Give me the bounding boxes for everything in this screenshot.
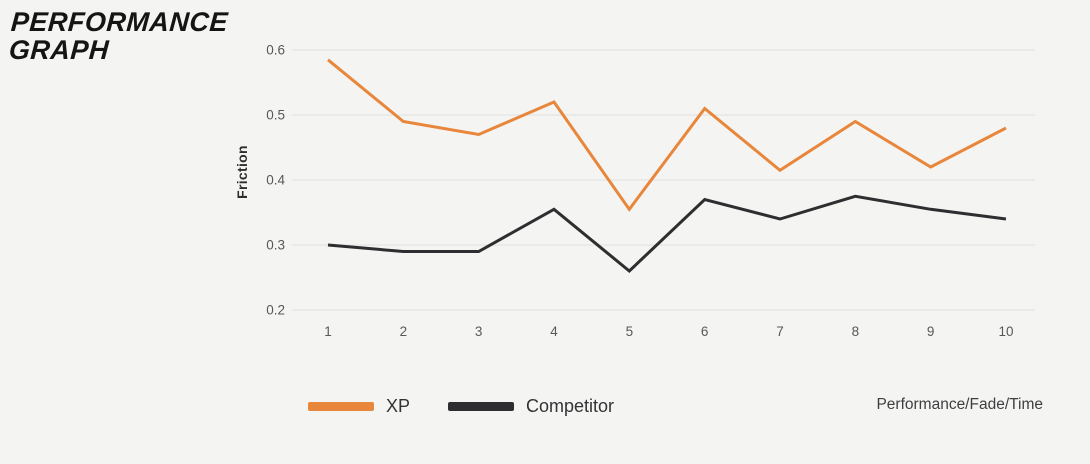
series-line-xp [327, 58, 1007, 212]
xp-line-swatch [308, 402, 374, 411]
y-tick-label: 0.3 [266, 238, 285, 253]
legend-label-competitor: Competitor [526, 396, 615, 416]
x-tick-label: 8 [852, 324, 860, 339]
x-tick-label: 2 [400, 324, 408, 339]
x-tick-label: 10 [998, 324, 1013, 339]
x-tick-label: 7 [776, 324, 784, 339]
x-tick-label: 1 [324, 324, 332, 339]
x-tick-label: 3 [475, 324, 483, 339]
x-tick-label: 9 [927, 324, 935, 339]
x-tick-label: 4 [550, 324, 558, 339]
legend-item-competitor: Competitor [448, 396, 614, 417]
legend-item-xp: XP [308, 396, 410, 417]
y-tick-label: 0.4 [266, 173, 285, 188]
x-tick-label: 5 [626, 324, 634, 339]
y-tick-label: 0.6 [266, 43, 285, 58]
x-axis-label: Performance/Fade/Time [876, 396, 1043, 413]
series-line-competitor [327, 194, 1007, 273]
competitor-line-swatch [448, 402, 515, 411]
y-tick-label: 0.5 [266, 108, 285, 123]
legend-label-xp: XP [386, 396, 411, 416]
legend: XP Competitor [308, 396, 614, 417]
x-tick-label: 6 [701, 324, 709, 339]
y-tick-label: 0.2 [266, 303, 285, 318]
